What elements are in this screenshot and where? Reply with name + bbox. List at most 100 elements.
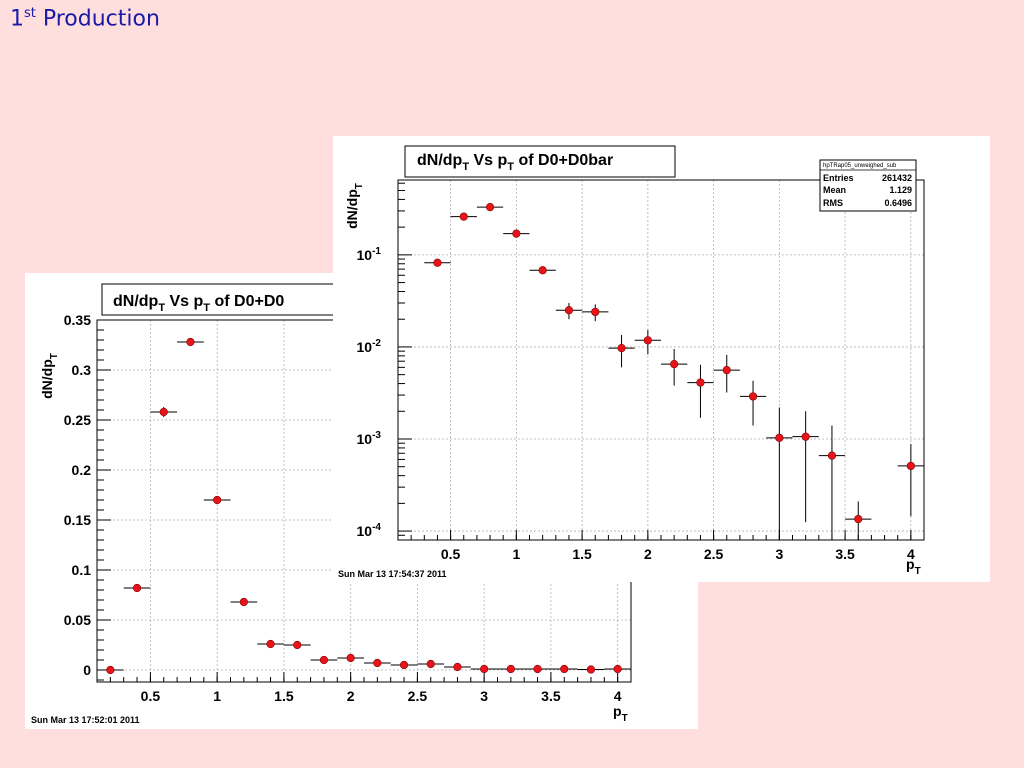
x-axis-title: pT — [613, 703, 628, 724]
x-tick-label: 2 — [644, 546, 652, 562]
stats-box: hpTRap05_unweighed_sub Entries 261432 Me… — [819, 159, 917, 212]
data-marker — [266, 639, 275, 649]
y-tick-label: 0.35 — [64, 312, 91, 328]
data-marker — [453, 662, 462, 672]
plot-title: dN/dpT Vs pT of D0+D0 — [113, 293, 284, 314]
data-point — [390, 660, 418, 670]
x-tick-label: 4 — [614, 688, 622, 704]
data-marker — [533, 664, 542, 674]
data-point — [529, 266, 556, 275]
y-axis-title: dN/dpT — [39, 353, 60, 399]
data-marker — [433, 258, 442, 267]
data-marker — [854, 514, 863, 524]
data-point — [503, 229, 530, 238]
x-tick-label: 1.5 — [274, 688, 294, 704]
y-tick-label: 0.15 — [64, 512, 91, 528]
data-point — [476, 203, 504, 212]
stats-histogram-name: hpTRap05_unweighed_sub — [823, 163, 897, 169]
slide-title: 1st Production — [10, 6, 160, 32]
data-marker — [186, 337, 195, 347]
data-point — [845, 501, 872, 540]
data-point — [150, 407, 178, 417]
y-tick-label: 10-1 — [357, 246, 382, 263]
plot-title-box: dN/dpT Vs pT of D0+D0bar — [404, 145, 676, 178]
x-tick-label: 2.5 — [704, 546, 724, 562]
data-point — [739, 380, 767, 426]
data-point — [203, 495, 231, 505]
data-point — [497, 664, 525, 674]
data-marker — [560, 664, 569, 674]
data-point — [555, 302, 583, 320]
data-marker — [480, 664, 489, 674]
data-marker — [319, 655, 329, 665]
data-marker — [827, 451, 837, 460]
data-point — [577, 665, 605, 674]
data-point — [687, 364, 714, 418]
x-tick-label: 1 — [213, 688, 221, 704]
y-tick-label: 10-2 — [357, 338, 382, 355]
y-axis-title: dN/dpT — [344, 183, 365, 229]
data-marker — [213, 495, 222, 505]
data-marker — [591, 307, 600, 317]
data-point — [524, 664, 551, 674]
data-point — [424, 258, 451, 267]
data-marker — [159, 407, 168, 417]
data-point — [417, 659, 445, 669]
data-point — [661, 348, 688, 386]
data-point — [766, 407, 793, 540]
data-point — [792, 411, 819, 523]
data-point — [897, 444, 924, 517]
y-tick-label: 0.1 — [72, 562, 92, 578]
data-point — [337, 653, 364, 663]
data-marker — [643, 336, 652, 345]
data-point — [450, 212, 477, 221]
data-point — [550, 664, 578, 674]
data-marker — [132, 583, 142, 593]
x-tick-label: 1 — [512, 546, 520, 562]
x-tick-label: 2.5 — [408, 688, 428, 704]
data-marker — [506, 664, 515, 674]
data-marker — [346, 653, 355, 663]
data-marker — [239, 597, 248, 607]
data-marker — [801, 432, 810, 441]
stats-label: Mean — [823, 185, 846, 195]
data-point — [97, 665, 124, 675]
data-point — [310, 655, 338, 665]
plot-title-box: dN/dpT Vs pT of D0+D0 — [101, 283, 355, 316]
data-point — [230, 597, 258, 607]
data-point — [257, 639, 284, 649]
data-marker — [722, 366, 731, 375]
log-scale-plot: dN/dpT Vs pT of D0+D0bar 0.5 1 1.5 2 2.5 3 3.5… — [338, 145, 925, 579]
data-point — [177, 337, 204, 347]
data-point — [364, 658, 391, 668]
stats-value: 0.6496 — [884, 198, 912, 208]
data-point — [634, 329, 661, 355]
x-tick-label: 4 — [907, 546, 915, 562]
x-tick-label: 1.5 — [572, 546, 592, 562]
stats-label: RMS — [823, 198, 843, 208]
data-marker — [399, 660, 409, 670]
timestamp: Sun Mar 13 17:52:01 2011 — [31, 715, 140, 725]
data-marker — [906, 461, 915, 471]
x-tick-label: 0.5 — [141, 688, 161, 704]
data-marker — [613, 664, 622, 674]
data-marker — [617, 344, 626, 353]
data-point — [818, 425, 846, 540]
data-point — [123, 583, 151, 593]
y-tick-label: 10-4 — [357, 522, 382, 539]
data-marker — [696, 378, 705, 387]
data-point — [713, 354, 740, 393]
data-marker — [373, 658, 382, 668]
x-tick-label: 2 — [347, 688, 355, 704]
x-axis-title: pT — [906, 556, 921, 577]
log-scale-plot-canvas: dN/dpT Vs pT of D0+D0bar 0.5 1 1.5 2 2.5 3 3.5… — [333, 136, 990, 582]
data-point — [604, 664, 631, 674]
x-tick-label: 3 — [480, 688, 488, 704]
data-marker — [586, 665, 596, 674]
data-marker — [564, 306, 574, 315]
y-tick-label: 0.05 — [64, 612, 91, 628]
y-tick-label: 0.25 — [64, 412, 91, 428]
y-tick-label: 10-3 — [357, 430, 382, 447]
data-marker — [106, 665, 115, 675]
stats-value: 1.129 — [889, 185, 912, 195]
